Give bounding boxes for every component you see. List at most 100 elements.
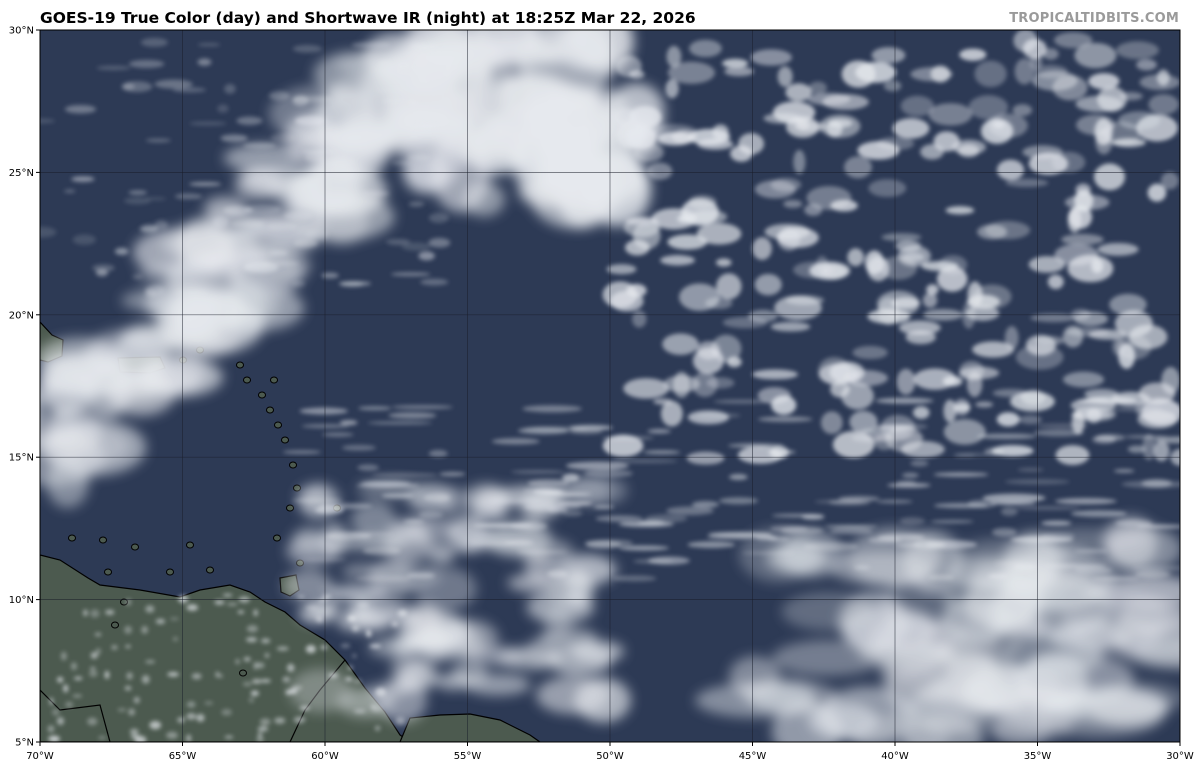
cloud xyxy=(126,672,133,680)
cloud xyxy=(567,475,628,506)
cloud xyxy=(418,251,435,261)
cloud xyxy=(645,514,688,523)
cloud xyxy=(770,321,811,332)
cloud xyxy=(51,708,60,716)
cloud xyxy=(267,222,297,231)
cloud xyxy=(928,574,954,581)
cloud xyxy=(339,281,363,288)
cloud xyxy=(135,356,224,397)
cloud xyxy=(215,671,220,678)
cloud xyxy=(133,696,140,704)
cloud xyxy=(666,45,682,68)
cloud xyxy=(48,735,60,742)
cloud xyxy=(625,125,657,149)
cloud xyxy=(1136,524,1180,529)
cloud xyxy=(681,198,719,226)
cloud xyxy=(1093,163,1126,191)
cloud xyxy=(1042,686,1170,724)
cloud xyxy=(1097,242,1139,256)
cloud xyxy=(1154,436,1180,444)
cloud xyxy=(428,212,449,223)
cloud xyxy=(867,309,911,324)
cloud xyxy=(612,107,638,127)
cloud xyxy=(526,636,558,667)
cloud xyxy=(1128,324,1168,350)
cloud xyxy=(503,540,534,545)
lon-tick-label: 70°W xyxy=(26,751,54,762)
cloud xyxy=(134,735,147,742)
cloud xyxy=(875,397,934,404)
cloud xyxy=(1013,563,1038,571)
cloud xyxy=(234,167,283,201)
gridlines xyxy=(40,30,1180,742)
cloud xyxy=(1118,111,1161,130)
cloud xyxy=(352,679,362,684)
cloud xyxy=(96,65,131,71)
cloud xyxy=(274,717,286,724)
cloud xyxy=(540,492,592,496)
cloud xyxy=(863,432,925,442)
cloud xyxy=(367,682,411,699)
cloud xyxy=(301,149,339,154)
cloud xyxy=(357,601,369,609)
cloud xyxy=(268,91,290,101)
cloud xyxy=(751,369,799,380)
cloud xyxy=(186,734,192,742)
cloud xyxy=(218,674,223,678)
island xyxy=(266,406,274,414)
cloud xyxy=(186,701,196,708)
cloud xyxy=(391,405,453,410)
cloud xyxy=(253,661,258,671)
cloud xyxy=(177,717,186,723)
cloud xyxy=(601,435,654,441)
cloud xyxy=(974,60,1007,88)
island xyxy=(99,536,107,544)
cloud xyxy=(191,673,202,680)
cloud xyxy=(306,230,329,240)
cloud xyxy=(1066,327,1110,337)
island xyxy=(111,621,119,629)
cloud xyxy=(381,98,417,104)
cloud xyxy=(954,403,971,412)
cloud xyxy=(660,400,683,427)
island xyxy=(68,534,76,542)
cloud xyxy=(70,662,77,671)
cloud xyxy=(473,523,533,529)
cloud xyxy=(910,459,929,467)
cloud xyxy=(186,712,197,720)
cloud xyxy=(354,709,366,714)
cloud xyxy=(1132,565,1180,571)
cloud xyxy=(1074,566,1113,574)
cloud xyxy=(1055,445,1090,465)
cloud xyxy=(959,48,987,61)
island xyxy=(166,568,174,576)
cloud xyxy=(510,470,565,474)
cloud xyxy=(1088,73,1120,90)
cloud xyxy=(1118,343,1136,369)
cloud xyxy=(562,473,580,483)
cloud xyxy=(1119,92,1143,101)
cloud xyxy=(1097,86,1127,112)
cloud xyxy=(770,177,802,192)
cloud xyxy=(124,685,132,691)
cloud xyxy=(1132,637,1180,665)
cloud xyxy=(1156,69,1170,86)
cloud xyxy=(196,713,205,722)
cloud xyxy=(632,310,647,328)
cloud xyxy=(584,469,634,478)
cloud xyxy=(391,621,399,627)
cloud xyxy=(350,501,397,540)
cloud xyxy=(697,138,734,150)
cloud xyxy=(913,540,946,550)
cloud xyxy=(1041,520,1072,526)
cloud xyxy=(291,685,303,690)
cloud xyxy=(269,250,289,256)
cloud xyxy=(1042,48,1059,60)
cloud xyxy=(145,285,165,296)
cloud xyxy=(351,41,391,49)
cloud xyxy=(367,421,433,425)
cloud xyxy=(186,604,199,611)
cloud xyxy=(905,330,936,345)
cloud xyxy=(1148,94,1179,115)
cloud xyxy=(166,731,178,740)
